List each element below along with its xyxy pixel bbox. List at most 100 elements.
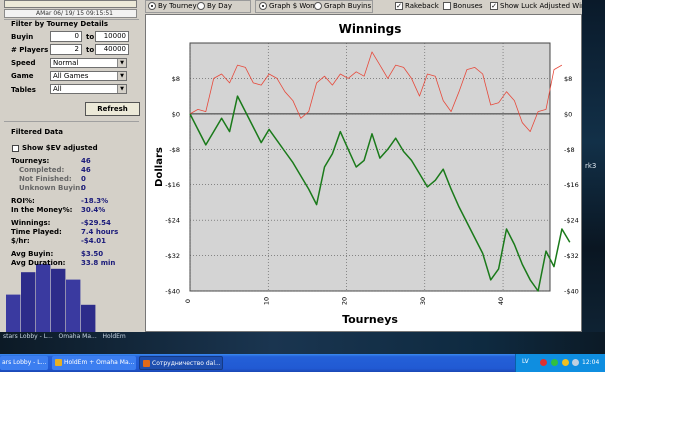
y-tick-label: -$40: [165, 288, 180, 296]
stat-value: -18.3%: [81, 197, 109, 205]
graph-window: By Tourney By Day Graph $ Won Graph Buyi…: [143, 0, 590, 332]
taskbar-item-lobby[interactable]: ars Lobby - L...: [0, 356, 48, 370]
radio-icon[interactable]: [314, 2, 322, 10]
graph-buyins-option[interactable]: Graph Buyins: [314, 2, 371, 10]
taskbar-item-holdem[interactable]: HoldEm + Omaha Ma...: [52, 356, 136, 370]
stat-label: Not Finished:: [19, 175, 72, 183]
speed-label: Speed: [11, 59, 36, 67]
y-tick-label: -$24: [564, 217, 579, 225]
winnings-line: [189, 95, 571, 292]
chevron-down-icon[interactable]: ▼: [117, 59, 126, 67]
checkbox-icon[interactable]: ✓: [490, 2, 498, 10]
checkbox-icon[interactable]: [443, 2, 451, 10]
desktop-label: rk3: [585, 162, 597, 170]
by-tourney-label: By Tourney: [158, 2, 197, 10]
filter-title: Filter by Tourney Details: [11, 20, 108, 28]
y-tick-label: $0: [564, 110, 572, 118]
stat-value: $3.50: [81, 250, 104, 258]
graph-type-group: [255, 0, 373, 13]
x-tick-label: 0: [184, 299, 192, 303]
stat-value: 7.4 hours: [81, 228, 119, 236]
game-select[interactable]: All Games ▼: [50, 71, 127, 81]
rakeback-label: Rakeback: [405, 2, 439, 10]
x-tick-label: 40: [497, 297, 505, 305]
taskbar-item-browser[interactable]: Сотрудничество dal...: [139, 356, 223, 370]
players-from-input[interactable]: 2: [50, 44, 82, 55]
by-day-option[interactable]: By Day: [197, 2, 232, 10]
bonuses-option[interactable]: Bonuses: [443, 2, 483, 10]
stat-label: Completed:: [19, 166, 65, 174]
buyin-from-input[interactable]: 0: [50, 31, 82, 42]
stat-value: 0: [81, 175, 86, 183]
chevron-down-icon[interactable]: ▼: [117, 85, 126, 93]
background-window-title: stars Lobby - L...: [3, 333, 53, 340]
radio-icon[interactable]: [148, 2, 156, 10]
taskbar: ars Lobby - L... HoldEm + Omaha Ma... Со…: [0, 354, 605, 372]
histogram-bar: [66, 279, 81, 332]
stat-label: $/hr:: [11, 237, 30, 245]
tray-icon[interactable]: [540, 359, 547, 366]
refresh-button[interactable]: Refresh: [85, 102, 140, 116]
speed-select[interactable]: Normal ▼: [50, 58, 127, 68]
y-tick-label: -$16: [564, 181, 579, 189]
filtered-data-title: Filtered Data: [11, 128, 63, 136]
desktop-background: rk3: [582, 0, 605, 355]
tables-label: Tables: [11, 86, 36, 94]
date-bar: AMar 06/ 19/ 15 09:15:51: [4, 9, 137, 18]
tables-select[interactable]: All ▼: [50, 84, 127, 94]
y-tick-label: -$8: [564, 146, 575, 154]
histogram-bar: [6, 294, 21, 332]
buyin-to-input[interactable]: 10000: [95, 31, 129, 42]
y-tick-label: -$32: [564, 252, 579, 260]
tray-icon[interactable]: [551, 359, 558, 366]
graph-won-option[interactable]: Graph $ Won: [259, 2, 315, 10]
luck-adjusted-label: Show Luck Adjusted Winn: [500, 2, 590, 10]
bonuses-label: Bonuses: [453, 2, 483, 10]
background-window-title: Omaha Ma...: [58, 333, 97, 340]
stat-label: ROI%:: [11, 197, 35, 205]
stat-value: -$4.01: [81, 237, 107, 245]
by-tourney-option[interactable]: By Tourney: [148, 2, 197, 10]
stat-value: 30.4%: [81, 206, 106, 214]
chart-title: Winnings: [339, 22, 402, 36]
background-window-title: HoldEm: [102, 333, 126, 340]
graph-buyins-label: Graph Buyins: [324, 2, 372, 10]
chart-area: $8 $8 $0 $0 -$8 -$8 -$16 -$16 -$24 -$24 -$32 -$32 -$…: [145, 14, 582, 332]
y-tick-label: -$24: [165, 217, 180, 225]
stat-value: 0: [81, 184, 86, 192]
luck-adjusted-line: [189, 51, 563, 132]
divider: [4, 121, 139, 122]
game-value: All Games: [53, 72, 89, 80]
tray-icon[interactable]: [562, 359, 569, 366]
buyin-label: Buyin: [11, 33, 34, 41]
y-axis-label: Dollars: [154, 147, 165, 187]
show-sev-checkbox[interactable]: [12, 145, 19, 152]
taskbar-item-label: Сотрудничество dal...: [152, 360, 221, 367]
to-label: to: [86, 33, 95, 41]
luck-adjusted-option[interactable]: ✓ Show Luck Adjusted Winn: [490, 2, 590, 10]
system-tray: [515, 354, 605, 372]
stat-label: Winnings:: [11, 219, 51, 227]
rakeback-option[interactable]: ✓ Rakeback: [395, 2, 439, 10]
chevron-down-icon[interactable]: ▼: [117, 72, 126, 80]
browser-icon: [143, 360, 150, 367]
players-to-input[interactable]: 40000: [95, 44, 129, 55]
checkbox-icon[interactable]: ✓: [395, 2, 403, 10]
game-label: Game: [11, 72, 34, 80]
language-indicator[interactable]: LV: [522, 358, 529, 365]
top-button[interactable]: [4, 0, 137, 8]
stat-label: Time Played:: [11, 228, 62, 236]
show-sev-label: Show $EV adjusted: [22, 144, 98, 152]
radio-icon[interactable]: [259, 2, 267, 10]
view-group: [145, 0, 251, 13]
to-label: to: [86, 46, 95, 54]
radio-icon[interactable]: [197, 2, 205, 10]
histogram-bar: [81, 304, 96, 332]
y-tick-label: $8: [172, 75, 180, 83]
taskbar-item-label: ars Lobby - L...: [2, 359, 47, 366]
filter-panel: AMar 06/ 19/ 15 09:15:51 Filter by Tourn…: [0, 0, 143, 332]
stat-value: 33.8 min: [81, 259, 116, 267]
tray-icon[interactable]: [572, 359, 579, 366]
stat-value: 46: [81, 166, 91, 174]
histogram-bar: [51, 268, 66, 332]
